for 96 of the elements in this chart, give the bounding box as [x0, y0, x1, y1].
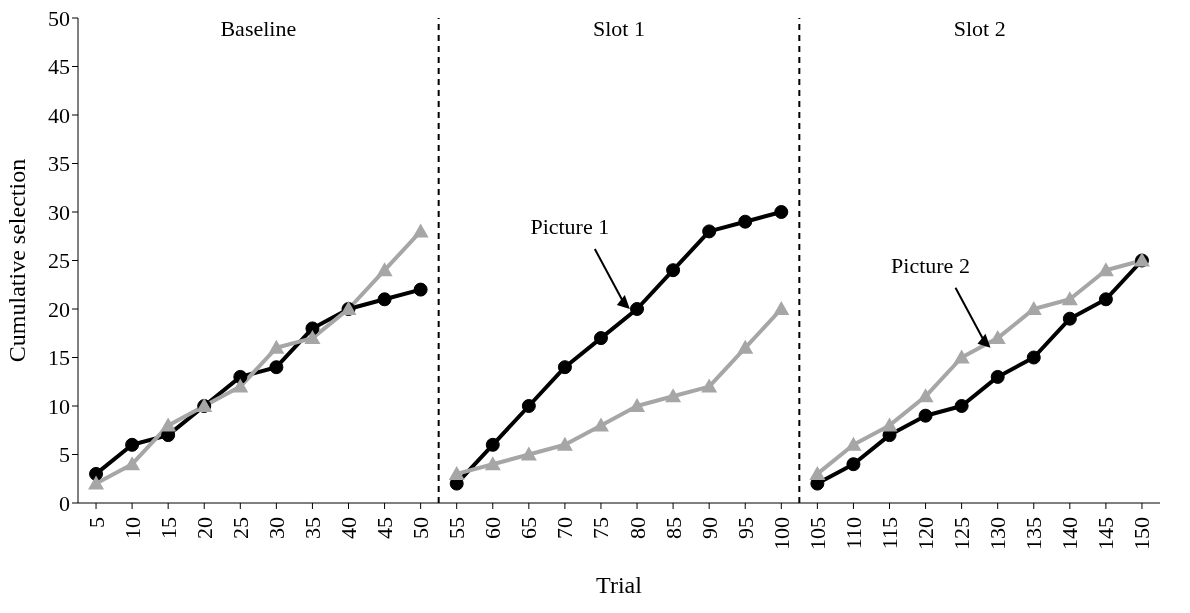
- point: [773, 301, 790, 315]
- x-tick-label: 90: [696, 517, 722, 539]
- point: [737, 339, 754, 354]
- x-tick-label: 25: [227, 517, 253, 539]
- point: [809, 465, 826, 480]
- point: [918, 408, 933, 423]
- x-tick-label: 55: [444, 517, 470, 539]
- point: [557, 360, 572, 375]
- x-tick-label: 110: [840, 517, 866, 550]
- y-tick-label: 10: [48, 393, 70, 419]
- point: [1061, 291, 1078, 306]
- point: [556, 436, 573, 451]
- point: [593, 331, 608, 346]
- point: [448, 465, 465, 480]
- x-tick-label: 115: [877, 517, 902, 550]
- point: [124, 456, 141, 471]
- x-tick-label: 100: [768, 517, 794, 550]
- point: [412, 223, 429, 238]
- point: [484, 456, 501, 471]
- point: [485, 437, 500, 452]
- point: [521, 399, 536, 413]
- x-tick-label: 10: [119, 517, 145, 539]
- point: [665, 388, 682, 403]
- point: [845, 436, 862, 451]
- y-tick-label: 20: [48, 296, 70, 322]
- y-tick-label: 35: [48, 151, 70, 177]
- x-tick-label: 45: [372, 517, 398, 539]
- point: [738, 214, 753, 229]
- point: [702, 224, 717, 239]
- x-tick-label: 75: [588, 517, 614, 539]
- x-tick-label: 85: [660, 517, 686, 539]
- point: [666, 263, 681, 278]
- x-tick-label: 150: [1129, 517, 1155, 550]
- annotation: Slot 1: [593, 16, 645, 41]
- point: [1098, 292, 1113, 307]
- y-tick-label: 50: [48, 5, 70, 31]
- y-tick-label: 45: [48, 54, 70, 80]
- x-tick-label: 40: [336, 517, 361, 539]
- point: [629, 398, 646, 412]
- point: [160, 417, 177, 432]
- point: [917, 388, 934, 403]
- x-tick-label: 120: [913, 517, 939, 550]
- x-axis-title: Trial: [596, 572, 643, 598]
- y-axis-title: Cumulative selection: [3, 158, 30, 363]
- x-tick-label: 50: [408, 517, 434, 539]
- point: [88, 475, 105, 490]
- point: [990, 369, 1005, 384]
- x-tick-label: 60: [480, 517, 506, 539]
- point: [989, 330, 1006, 345]
- point: [630, 302, 645, 316]
- x-tick-label: 135: [1021, 517, 1047, 550]
- point: [953, 349, 970, 364]
- annotation: Baseline: [220, 16, 297, 41]
- y-tick-label: 15: [48, 345, 70, 371]
- x-tick-label: 125: [949, 517, 975, 550]
- point: [232, 378, 249, 393]
- point: [592, 417, 609, 432]
- point: [413, 282, 428, 297]
- x-tick-label: 30: [263, 517, 289, 539]
- x-tick-label: 105: [804, 517, 830, 550]
- x-tick-label: 20: [191, 517, 217, 539]
- x-tick-label: 35: [299, 517, 325, 539]
- y-tick-label: 5: [59, 442, 70, 468]
- y-tick-label: 0: [59, 490, 70, 516]
- x-tick-label: 15: [155, 517, 181, 539]
- point: [1025, 301, 1042, 315]
- point: [520, 446, 537, 461]
- x-tick-label: 130: [985, 517, 1011, 550]
- annotation: Slot 2: [953, 16, 1006, 41]
- point: [268, 339, 285, 354]
- point: [377, 292, 392, 307]
- point: [269, 360, 284, 375]
- point: [774, 205, 789, 219]
- point: [1026, 350, 1041, 365]
- point: [846, 457, 861, 472]
- point: [376, 262, 393, 277]
- point: [701, 378, 718, 393]
- x-tick-label: 70: [552, 517, 578, 539]
- x-tick-label: 145: [1093, 517, 1119, 550]
- x-tick-label: 95: [732, 517, 758, 539]
- y-tick-label: 40: [48, 102, 70, 128]
- x-tick-label: 5: [83, 517, 109, 528]
- annotation: Picture 2: [891, 252, 970, 278]
- x-tick-label: 80: [624, 517, 650, 539]
- x-tick-label: 65: [516, 517, 542, 539]
- y-tick-label: 30: [48, 199, 70, 225]
- point: [89, 466, 104, 481]
- annotation: Picture 1: [530, 214, 610, 239]
- point: [881, 417, 898, 432]
- x-tick-label: 140: [1057, 517, 1083, 550]
- point: [233, 369, 248, 384]
- point: [954, 399, 969, 413]
- point: [1062, 311, 1077, 326]
- point: [125, 437, 140, 452]
- y-tick-label: 25: [48, 248, 70, 274]
- point: [304, 330, 321, 345]
